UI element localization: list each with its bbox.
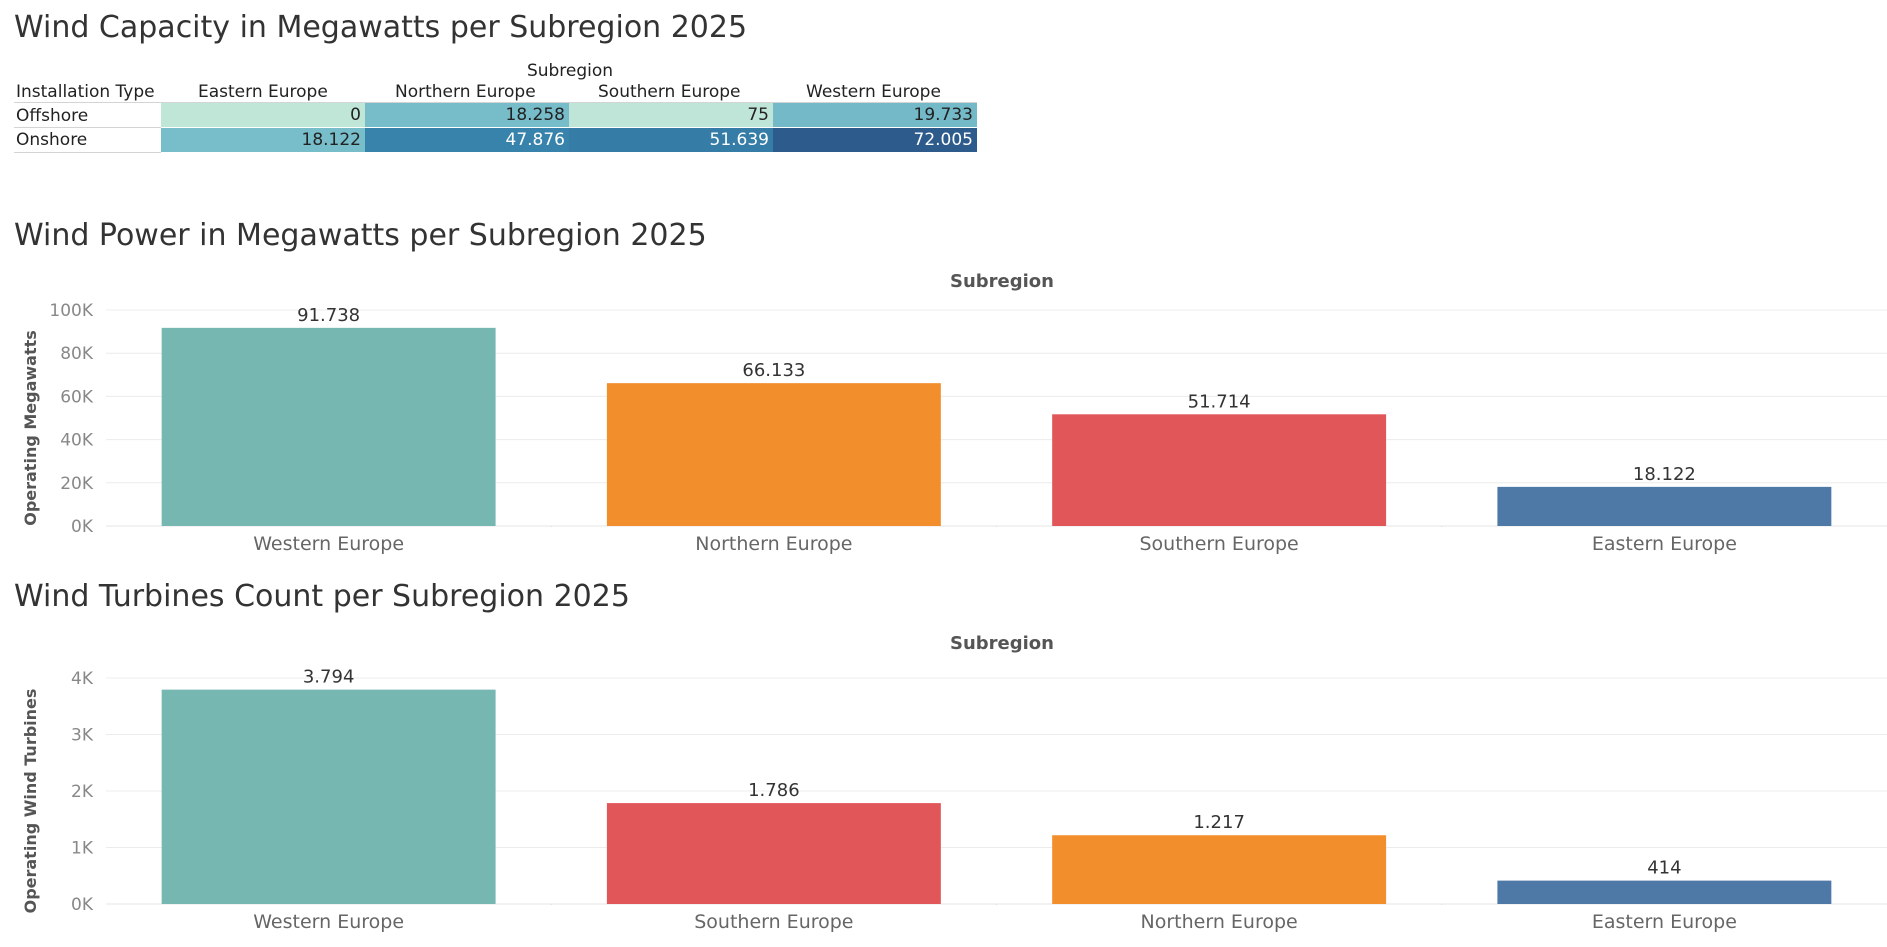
y-tick-label: 100K	[49, 301, 93, 321]
column-header-western-europe: Western Europe	[806, 82, 941, 102]
cell-onshore-northern-europe[interactable]: 47.876	[365, 128, 569, 152]
y-tick-label: 1K	[71, 839, 94, 859]
x-tick-label: Southern Europe	[694, 911, 853, 933]
cell-offshore-southern-europe[interactable]: 75	[569, 103, 773, 127]
y-tick-label: 40K	[60, 431, 94, 451]
y-tick-label: 3K	[71, 726, 94, 746]
wind-turbines-bar-chart: Subregion Operating Wind Turbines 0K 1K 2K 3K…	[21, 633, 1887, 933]
y-tick-label: 80K	[60, 344, 94, 364]
column-header-northern-europe: Northern Europe	[395, 82, 536, 102]
x-tick-label: Western Europe	[253, 911, 404, 933]
row-label-offshore: Offshore	[16, 106, 89, 126]
cell-onshore-eastern-europe[interactable]: 18.122	[161, 128, 365, 152]
cell-offshore-northern-europe[interactable]: 18.258	[365, 103, 569, 127]
cell-onshore-southern-europe[interactable]: 51.639	[569, 128, 773, 152]
crosstab-divider-mid	[14, 127, 161, 128]
chart-title-wind-power: Wind Power in Megawatts per Subregion 20…	[14, 218, 707, 253]
column-header-southern-europe: Southern Europe	[598, 82, 741, 102]
column-header-label: Subregion	[950, 271, 1054, 292]
crosstab-divider-top	[14, 102, 977, 103]
bar-northern-europe	[1052, 835, 1387, 904]
x-tick-label: Western Europe	[253, 533, 404, 555]
bar-western-europe	[161, 689, 496, 904]
data-label: 414	[1647, 858, 1681, 879]
data-label: 3.794	[303, 667, 355, 688]
x-tick-label: Southern Europe	[1139, 533, 1298, 555]
bar-southern-europe	[1052, 414, 1387, 526]
crosstab-title: Wind Capacity in Megawatts per Subregion…	[14, 10, 748, 45]
bar-eastern-europe	[1497, 486, 1832, 526]
y-tick-label: 20K	[60, 474, 94, 494]
crosstab-column-group-label: Subregion	[526, 61, 614, 81]
column-header-label: Subregion	[950, 633, 1054, 654]
column-header-eastern-europe: Eastern Europe	[198, 82, 328, 102]
row-header-label: Installation Type	[16, 82, 155, 102]
y-axis-title: Operating Megawatts	[21, 330, 40, 526]
y-axis-title: Operating Wind Turbines	[21, 689, 40, 914]
x-tick-label: Northern Europe	[1141, 911, 1298, 933]
bar-eastern-europe	[1497, 880, 1832, 904]
x-tick-label: Northern Europe	[695, 533, 852, 555]
y-tick-label: 0K	[71, 895, 94, 915]
data-label: 1.217	[1193, 812, 1245, 833]
crosstab-divider-bottom	[14, 152, 161, 153]
bar-western-europe	[161, 327, 496, 526]
cell-offshore-eastern-europe[interactable]: 0	[161, 103, 365, 127]
x-tick-label: Eastern Europe	[1592, 533, 1737, 555]
wind-power-bar-chart: Subregion Operating Megawatts 0K 20K 40K 60K 8…	[21, 271, 1887, 555]
cell-onshore-western-europe[interactable]: 72.005	[773, 128, 977, 152]
data-label: 66.133	[742, 360, 805, 381]
chart-title-wind-turbines: Wind Turbines Count per Subregion 2025	[14, 579, 630, 614]
y-tick-label: 2K	[71, 782, 94, 802]
row-label-onshore: Onshore	[16, 130, 88, 150]
cell-offshore-western-europe[interactable]: 19.733	[773, 103, 977, 127]
data-label: 51.714	[1188, 391, 1251, 412]
bar-southern-europe	[606, 803, 941, 904]
data-label: 91.738	[297, 305, 360, 326]
y-tick-label: 4K	[71, 669, 94, 689]
x-tick-label: Eastern Europe	[1592, 911, 1737, 933]
y-tick-label: 0K	[71, 517, 94, 537]
data-label: 1.786	[748, 780, 800, 801]
data-label: 18.122	[1633, 464, 1696, 485]
y-tick-label: 60K	[60, 387, 94, 407]
bar-northern-europe	[606, 383, 941, 526]
